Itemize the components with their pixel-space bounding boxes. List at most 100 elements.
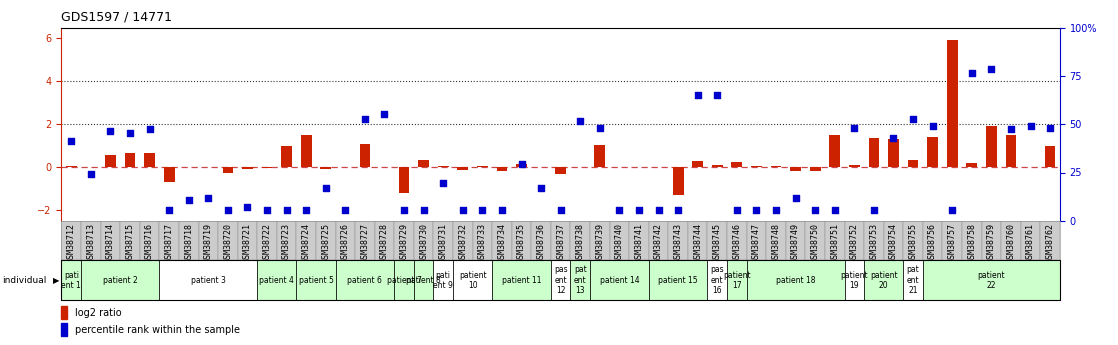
- Bar: [922, 260, 1060, 300]
- Point: [337, 207, 354, 213]
- Point: [845, 125, 863, 130]
- Text: GSM38750: GSM38750: [811, 223, 819, 263]
- Text: GSM38712: GSM38712: [67, 223, 76, 263]
- Point: [787, 195, 805, 201]
- Point: [1041, 125, 1059, 130]
- Point: [806, 207, 824, 213]
- Bar: [321, 167, 331, 169]
- Text: GSM38729: GSM38729: [399, 223, 408, 263]
- Text: patient 18: patient 18: [776, 276, 815, 285]
- Bar: [243, 167, 253, 169]
- Bar: [1001, 221, 1021, 260]
- Text: GSM38728: GSM38728: [380, 223, 389, 263]
- Bar: [395, 260, 414, 300]
- Text: ▶: ▶: [53, 276, 59, 285]
- Bar: [496, 167, 508, 171]
- Bar: [144, 153, 155, 167]
- Text: GSM38748: GSM38748: [771, 223, 780, 263]
- Point: [258, 207, 276, 213]
- Bar: [609, 221, 629, 260]
- Bar: [457, 167, 468, 170]
- Bar: [830, 135, 840, 167]
- Bar: [825, 221, 844, 260]
- Bar: [590, 221, 609, 260]
- Bar: [335, 260, 395, 300]
- Point: [199, 195, 217, 201]
- Bar: [961, 221, 982, 260]
- Text: patient 3: patient 3: [191, 276, 226, 285]
- Text: GSM38719: GSM38719: [203, 223, 212, 263]
- Text: pat
ent
21: pat ent 21: [907, 265, 919, 295]
- Point: [767, 207, 785, 213]
- Bar: [282, 146, 292, 167]
- Point: [512, 161, 530, 166]
- Bar: [727, 260, 747, 300]
- Bar: [692, 161, 703, 167]
- Bar: [477, 166, 487, 167]
- Bar: [1040, 221, 1060, 260]
- Text: GSM38751: GSM38751: [831, 223, 840, 263]
- Text: GSM38726: GSM38726: [341, 223, 350, 263]
- Point: [532, 185, 550, 190]
- Bar: [903, 260, 922, 300]
- Text: GSM38724: GSM38724: [302, 223, 311, 263]
- Bar: [595, 145, 605, 167]
- Text: GSM38730: GSM38730: [419, 223, 428, 263]
- Point: [1022, 123, 1040, 129]
- Bar: [844, 221, 864, 260]
- Text: GDS1597 / 14771: GDS1597 / 14771: [61, 10, 172, 23]
- Text: GSM38715: GSM38715: [125, 223, 134, 263]
- Text: GSM38733: GSM38733: [477, 223, 486, 263]
- Point: [121, 130, 139, 136]
- Text: GSM38758: GSM38758: [967, 223, 976, 263]
- Bar: [673, 167, 683, 195]
- Bar: [648, 221, 669, 260]
- Text: GSM38739: GSM38739: [595, 223, 605, 263]
- Bar: [492, 260, 551, 300]
- Text: GSM38746: GSM38746: [732, 223, 741, 263]
- Point: [1002, 127, 1020, 132]
- Text: GSM38741: GSM38741: [635, 223, 644, 263]
- Bar: [869, 138, 879, 167]
- Bar: [888, 139, 899, 167]
- Bar: [82, 221, 101, 260]
- Bar: [727, 221, 747, 260]
- Bar: [453, 221, 473, 260]
- Bar: [551, 260, 570, 300]
- Point: [395, 207, 413, 213]
- Bar: [199, 221, 218, 260]
- Point: [82, 171, 100, 177]
- Bar: [942, 221, 961, 260]
- Bar: [360, 144, 370, 167]
- Text: GSM38721: GSM38721: [243, 223, 252, 263]
- Text: patient 15: patient 15: [659, 276, 698, 285]
- Point: [631, 207, 648, 213]
- Bar: [551, 221, 570, 260]
- Point: [650, 207, 667, 213]
- Text: patient 6: patient 6: [348, 276, 382, 285]
- Bar: [434, 260, 453, 300]
- Text: GSM38761: GSM38761: [1026, 223, 1035, 263]
- Bar: [257, 260, 296, 300]
- Bar: [844, 260, 864, 300]
- Bar: [179, 221, 199, 260]
- Text: GSM38754: GSM38754: [889, 223, 898, 263]
- Bar: [453, 260, 492, 300]
- Bar: [790, 167, 800, 171]
- Bar: [473, 221, 492, 260]
- Bar: [629, 221, 648, 260]
- Bar: [438, 166, 448, 167]
- Text: GSM38745: GSM38745: [713, 223, 722, 263]
- Bar: [669, 221, 688, 260]
- Point: [748, 207, 766, 213]
- Text: pat
ent
13: pat ent 13: [574, 265, 587, 295]
- Bar: [982, 221, 1001, 260]
- Point: [473, 207, 491, 213]
- Point: [610, 207, 628, 213]
- Bar: [414, 221, 434, 260]
- Bar: [688, 221, 708, 260]
- Point: [376, 111, 394, 117]
- Bar: [257, 221, 277, 260]
- Point: [415, 207, 433, 213]
- Point: [454, 207, 472, 213]
